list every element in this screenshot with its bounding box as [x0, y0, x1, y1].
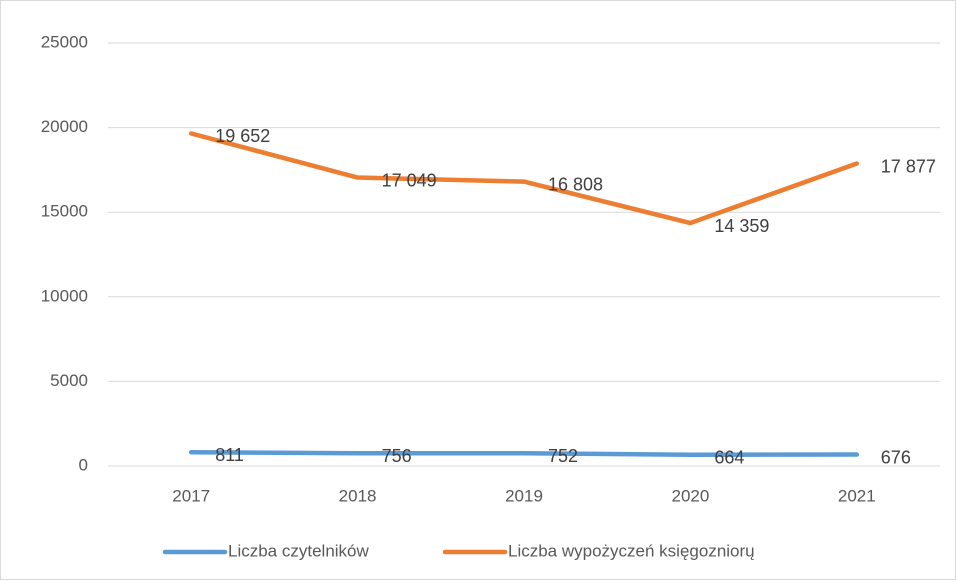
data-label: 756: [382, 446, 412, 466]
y-tick-label: 20000: [41, 117, 88, 136]
data-label: 19 652: [215, 126, 270, 146]
data-label: 752: [548, 446, 578, 466]
y-tick-label: 15000: [41, 202, 88, 221]
data-label: 14 359: [714, 216, 769, 236]
data-label: 664: [714, 448, 744, 468]
series-line: [188, 450, 860, 458]
series-line: [188, 131, 860, 226]
legend-label: Liczba czytelników: [228, 541, 370, 560]
data-label: 17 877: [881, 156, 936, 176]
x-tick-label: 2018: [339, 486, 377, 505]
y-tick-label: 10000: [41, 286, 88, 305]
x-tick-label: 2019: [505, 486, 543, 505]
data-label: 17 049: [382, 170, 437, 190]
data-label: 676: [881, 447, 911, 467]
x-tick-label: 2020: [671, 486, 709, 505]
data-label: 811: [215, 445, 244, 465]
y-tick-label: 25000: [41, 32, 88, 51]
x-tick-label: 2021: [838, 486, 876, 505]
y-tick-label: 0: [79, 455, 88, 474]
legend-label: Liczba wypożyczeń księgozniorų: [508, 541, 755, 560]
data-label: 16 808: [548, 174, 603, 194]
x-tick-label: 2017: [172, 486, 210, 505]
y-tick-label: 5000: [50, 371, 88, 390]
